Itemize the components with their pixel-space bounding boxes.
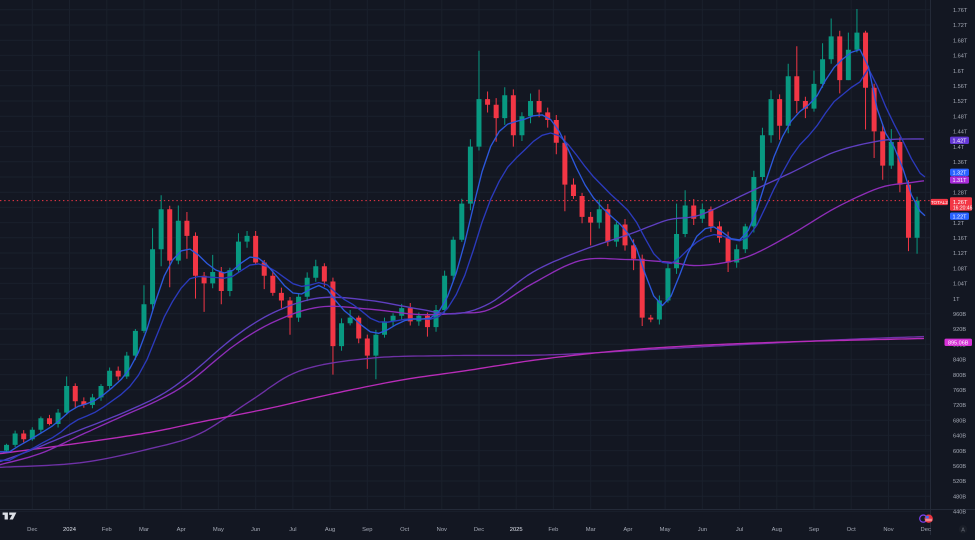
svg-text:1.12T: 1.12T xyxy=(953,251,968,257)
svg-text:1.76T: 1.76T xyxy=(953,8,968,14)
svg-text:1.72T: 1.72T xyxy=(953,23,968,29)
svg-text:1.22T: 1.22T xyxy=(952,214,967,220)
svg-text:Jun: Jun xyxy=(251,527,260,533)
svg-text:640B: 640B xyxy=(953,434,966,440)
svg-text:Dec: Dec xyxy=(27,527,37,533)
svg-text:Oct: Oct xyxy=(400,527,409,533)
svg-text:960B: 960B xyxy=(953,312,966,318)
svg-text:Jul: Jul xyxy=(736,527,743,533)
svg-text:1.4T: 1.4T xyxy=(953,145,965,151)
svg-text:680B: 680B xyxy=(953,418,966,424)
svg-text:Jul: Jul xyxy=(289,527,296,533)
svg-text:560B: 560B xyxy=(953,464,966,470)
svg-text:1.04T: 1.04T xyxy=(953,282,968,288)
svg-text:520B: 520B xyxy=(953,479,966,485)
svg-text:Dec: Dec xyxy=(474,527,484,533)
svg-text:1.68T: 1.68T xyxy=(953,38,968,44)
svg-text:Mar: Mar xyxy=(139,527,149,533)
svg-text:TOTAL2: TOTAL2 xyxy=(931,200,948,205)
svg-text:1.56T: 1.56T xyxy=(953,84,968,90)
svg-text:800B: 800B xyxy=(953,373,966,379)
svg-text:1.28T: 1.28T xyxy=(953,190,968,196)
svg-text:Sep: Sep xyxy=(362,527,372,533)
svg-text:A: A xyxy=(961,528,965,534)
svg-text:1.31T: 1.31T xyxy=(952,178,967,184)
svg-text:1.44T: 1.44T xyxy=(953,130,968,136)
svg-text:Aug: Aug xyxy=(325,527,335,533)
svg-text:440B: 440B xyxy=(953,510,966,516)
svg-text:1.64T: 1.64T xyxy=(953,54,968,60)
svg-text:Aug: Aug xyxy=(772,527,782,533)
svg-text:600B: 600B xyxy=(953,449,966,455)
svg-text:Dec: Dec xyxy=(921,527,931,533)
svg-text:1.26T: 1.26T xyxy=(953,200,968,206)
svg-text:920B: 920B xyxy=(953,327,966,333)
svg-text:1.32T: 1.32T xyxy=(952,170,967,176)
svg-text:Feb: Feb xyxy=(548,527,558,533)
svg-text:Nov: Nov xyxy=(883,527,893,533)
svg-text:Sep: Sep xyxy=(809,527,819,533)
svg-text:480B: 480B xyxy=(953,494,966,500)
svg-text:Nov: Nov xyxy=(437,527,447,533)
svg-text:Jun: Jun xyxy=(698,527,707,533)
svg-text:1T: 1T xyxy=(953,297,960,303)
svg-text:1.48T: 1.48T xyxy=(953,114,968,120)
svg-text:1.6T: 1.6T xyxy=(953,69,965,75)
svg-text:1.16T: 1.16T xyxy=(953,236,968,242)
svg-text:2024: 2024 xyxy=(63,527,77,533)
svg-text:895.06B: 895.06B xyxy=(948,340,969,346)
svg-text:840B: 840B xyxy=(953,358,966,364)
svg-text:1.2T: 1.2T xyxy=(953,221,965,227)
svg-text:2025: 2025 xyxy=(510,527,523,533)
svg-text:May: May xyxy=(213,527,224,533)
svg-text:720B: 720B xyxy=(953,403,966,409)
svg-text:1.42T: 1.42T xyxy=(952,138,967,144)
svg-text:May: May xyxy=(660,527,671,533)
svg-text:760B: 760B xyxy=(953,388,966,394)
svg-text:Oct: Oct xyxy=(847,527,856,533)
svg-text:1.52T: 1.52T xyxy=(953,99,968,105)
svg-text:16:20:46: 16:20:46 xyxy=(953,205,973,211)
svg-text:1.08T: 1.08T xyxy=(953,266,968,272)
svg-text:1.36T: 1.36T xyxy=(953,160,968,166)
svg-text:Mar: Mar xyxy=(586,527,596,533)
svg-text:Apr: Apr xyxy=(623,527,632,533)
svg-text:Feb: Feb xyxy=(102,527,112,533)
svg-text:Apr: Apr xyxy=(177,527,186,533)
